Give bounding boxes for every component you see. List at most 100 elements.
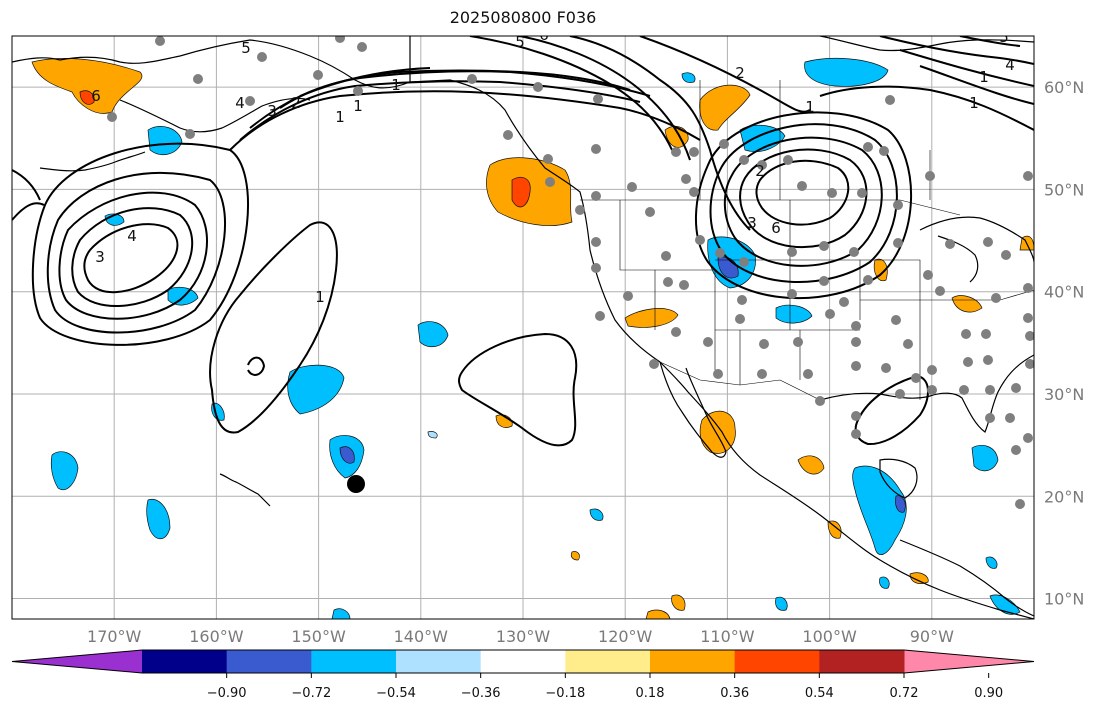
anomaly-patch bbox=[985, 556, 998, 569]
contour-label: 6 bbox=[539, 26, 549, 44]
station-dot bbox=[827, 188, 837, 198]
station-dot bbox=[663, 277, 673, 287]
station-dot bbox=[849, 247, 859, 257]
anomaly-patch bbox=[645, 609, 671, 619]
anomaly-patch bbox=[624, 308, 679, 328]
anomaly-patch bbox=[681, 72, 696, 83]
longitude-label: 90°W bbox=[910, 627, 954, 646]
anomaly-patch bbox=[971, 445, 999, 472]
contour-label: 1 bbox=[315, 288, 325, 306]
station-dot bbox=[193, 74, 203, 84]
station-dot bbox=[719, 139, 729, 149]
longitude-labels: 170°W 160°W 150°W 140°W 130°W 120°W 110°W 100°W… bbox=[87, 627, 954, 646]
station-dot bbox=[757, 369, 767, 379]
station-dot bbox=[595, 311, 605, 321]
station-dot bbox=[911, 373, 921, 383]
station-dot bbox=[1011, 383, 1021, 393]
station-dot bbox=[357, 42, 367, 52]
station-dot bbox=[757, 160, 767, 170]
station-dot bbox=[893, 200, 903, 210]
station-dot bbox=[1011, 445, 1021, 455]
contour-label: 6 bbox=[91, 87, 101, 105]
contour-label: 2 bbox=[735, 64, 745, 82]
station-dot bbox=[335, 36, 345, 43]
contour-label: 1 bbox=[353, 97, 363, 115]
station-dot bbox=[1023, 433, 1033, 443]
colorbar-outline bbox=[11, 649, 1035, 674]
anomaly-patch bbox=[775, 596, 788, 611]
contour-label: 2 bbox=[291, 94, 301, 112]
anomaly-patch bbox=[879, 576, 890, 589]
station-dot bbox=[927, 365, 937, 375]
station-dot bbox=[759, 339, 769, 349]
anomaly-patch bbox=[511, 177, 531, 208]
station-dot bbox=[923, 270, 933, 280]
contour-label: 2 bbox=[755, 162, 765, 180]
contour-label: 4 bbox=[235, 94, 245, 112]
colorbar-extend-high bbox=[904, 650, 1034, 673]
latitude-label: 20°N bbox=[1044, 487, 1084, 506]
station-dot bbox=[645, 207, 655, 217]
station-dot bbox=[185, 129, 195, 139]
colorbar-tick-label: −0.18 bbox=[545, 686, 585, 701]
station-dot bbox=[689, 147, 699, 157]
colorbar-tick-label: −0.54 bbox=[376, 686, 416, 701]
anomaly-patch bbox=[797, 455, 825, 475]
colorbar-segment bbox=[480, 650, 566, 673]
station-dots bbox=[107, 36, 1034, 509]
station-dot bbox=[155, 36, 165, 46]
anomaly-patch bbox=[417, 321, 449, 348]
anomaly-patch bbox=[339, 446, 355, 464]
station-dot bbox=[851, 361, 861, 371]
contour-label: 6 bbox=[771, 219, 781, 237]
station-dot bbox=[713, 369, 723, 379]
station-dot bbox=[679, 280, 689, 290]
station-dot bbox=[545, 177, 555, 187]
station-dot bbox=[895, 389, 905, 399]
latitude-labels: 60°N 50°N 40°N 30°N 20°N 10°N bbox=[1044, 78, 1084, 608]
longitude-label: 150°W bbox=[291, 627, 346, 646]
station-dot bbox=[591, 237, 601, 247]
colorbar-segment bbox=[311, 650, 397, 673]
station-dot bbox=[783, 155, 793, 165]
contour-label: 5 bbox=[241, 39, 251, 57]
contour-label: 4 bbox=[1005, 56, 1015, 74]
latitude-label: 60°N bbox=[1044, 78, 1084, 97]
coastlines bbox=[12, 36, 1034, 619]
contour-lines bbox=[12, 36, 1034, 447]
station-dot bbox=[891, 315, 901, 325]
anomaly-patch bbox=[589, 508, 604, 521]
colorbar-segment bbox=[734, 650, 820, 673]
colorbar-extend-low bbox=[12, 650, 142, 673]
colorbar-segment bbox=[396, 650, 482, 673]
station-dot bbox=[735, 314, 745, 324]
contour-label: 1 bbox=[969, 94, 979, 112]
station-dot bbox=[1023, 313, 1033, 323]
colorbar-segment bbox=[565, 650, 651, 673]
station-dot bbox=[851, 429, 861, 439]
colorbar-tick-label: 0.54 bbox=[805, 686, 834, 701]
station-dot bbox=[591, 263, 601, 273]
station-dot bbox=[245, 96, 255, 106]
contour-label: 4 bbox=[127, 227, 137, 245]
station-dot bbox=[819, 241, 829, 251]
station-dot bbox=[591, 191, 601, 201]
station-dot bbox=[927, 385, 937, 395]
anomaly-patch bbox=[775, 304, 813, 324]
longitude-label: 100°W bbox=[802, 627, 857, 646]
station-dot bbox=[885, 95, 895, 105]
station-dot bbox=[797, 181, 807, 191]
station-dot bbox=[959, 385, 969, 395]
station-dot bbox=[851, 411, 861, 421]
station-dot bbox=[575, 205, 585, 215]
anomaly-patch bbox=[287, 364, 345, 415]
station-dot bbox=[863, 275, 873, 285]
station-dot bbox=[591, 144, 601, 154]
station-dot bbox=[703, 337, 713, 347]
station-dot bbox=[985, 385, 995, 395]
longitude-label: 120°W bbox=[598, 627, 653, 646]
anomaly-patch bbox=[31, 58, 143, 114]
contour-label: 5 bbox=[999, 28, 1009, 46]
station-dot bbox=[627, 182, 637, 192]
